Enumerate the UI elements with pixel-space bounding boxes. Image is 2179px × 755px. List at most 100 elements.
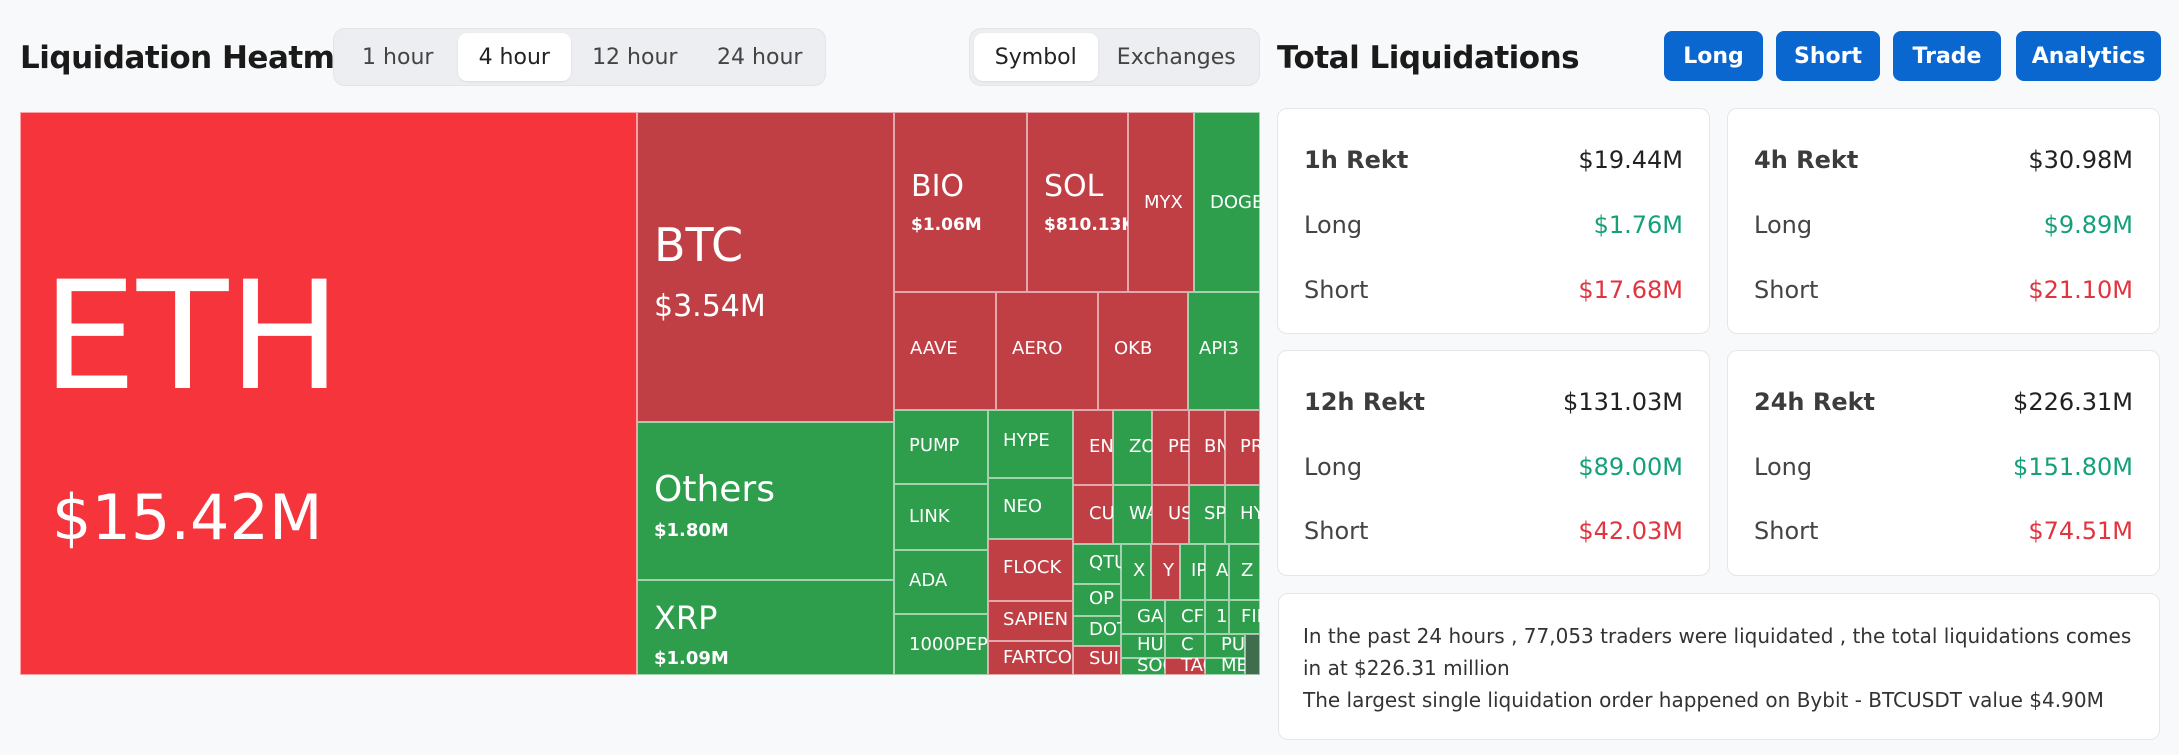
heatmap-tile-ada[interactable]: ADA <box>894 550 988 614</box>
tile-symbol: WAL <box>1129 503 1152 524</box>
heatmap-title: Liquidation Heatmap <box>20 40 377 76</box>
tile-symbol: BTC <box>654 218 744 272</box>
tab-24-hour[interactable]: 24 hour <box>717 44 803 70</box>
heatmap-tile-sui[interactable]: SUI <box>1073 646 1121 675</box>
heatmap-tile-pengu[interactable]: PENGU <box>1152 410 1189 485</box>
heatmap-tile-dot[interactable]: DOT <box>1073 616 1121 646</box>
card-label: 1h Rekt <box>1304 146 1409 174</box>
tile-symbol: Z <box>1241 560 1254 581</box>
tile-symbol: QTUM <box>1089 552 1121 573</box>
heatmap-tile-op[interactable]: OP <box>1073 584 1121 616</box>
tile-symbol: Y <box>1163 560 1174 581</box>
heatmap-tile-aero[interactable]: AERO <box>996 292 1098 410</box>
long-value: $1.76M <box>1593 211 1683 239</box>
long-label: Long <box>1304 453 1363 481</box>
tab-exchanges[interactable]: Exchanges <box>1116 44 1236 70</box>
heatmap-tile[interactable] <box>1245 634 1260 675</box>
heatmap-tile-huma[interactable]: HUMA <box>1121 634 1165 658</box>
heatmap-tile-1000pepe[interactable]: 1000PEPE <box>894 614 988 675</box>
heatmap-tile-xrp[interactable]: XRP $1.09M <box>637 580 894 675</box>
heatmap-tile-hype[interactable]: HYPE <box>988 410 1073 478</box>
heatmap-tile-puffer[interactable]: PUFFER <box>1205 634 1245 658</box>
heatmap-tile-z[interactable]: Z <box>1229 544 1260 600</box>
long-label: Long <box>1304 211 1363 239</box>
heatmap-tile-eth[interactable]: ETH $15.42M <box>20 112 637 675</box>
tile-symbol: TAO <box>1181 658 1205 675</box>
analytics-button[interactable]: Analytics <box>2016 31 2161 81</box>
rekt-card-12h: 12h Rekt $131.03M Long $89.00M Short $42.03… <box>1277 350 1710 576</box>
long-button[interactable]: Long <box>1664 31 1763 81</box>
heatmap-tile-sapien[interactable]: SAPIEN <box>988 601 1073 641</box>
tile-symbol: FIL <box>1241 606 1260 627</box>
short-value: $74.51M <box>2028 517 2133 545</box>
heatmap-tile-c[interactable]: C <box>1165 634 1205 658</box>
tile-symbol: PUFFER <box>1221 634 1245 655</box>
card-label: 12h Rekt <box>1304 388 1426 416</box>
heatmap-tile-bnb[interactable]: BNB <box>1189 410 1225 485</box>
tab-12-hour[interactable]: 12 hour <box>592 44 678 70</box>
card-total: $131.03M <box>1563 388 1683 416</box>
heatmap-tile-doge[interactable]: DOGE <box>1194 112 1260 292</box>
heatmap-tile-1inch[interactable]: 1INCH <box>1205 600 1229 634</box>
long-value: $9.89M <box>2043 211 2133 239</box>
heatmap-tile-sol[interactable]: SOL $810.13K <box>1027 112 1128 292</box>
heatmap-tile-fartcoin[interactable]: FARTCOIN <box>988 641 1073 675</box>
tile-symbol: A <box>1216 560 1229 581</box>
tile-symbol: CUDIS <box>1089 503 1113 524</box>
heatmap-tile-flock[interactable]: FLOCK <box>988 539 1073 601</box>
heatmap-tile-link[interactable]: LINK <box>894 484 988 550</box>
heatmap-tile-zora[interactable]: ZORA <box>1113 410 1152 485</box>
tile-symbol: C <box>1181 634 1194 655</box>
heatmap-tile-pump[interactable]: PUMP <box>894 410 988 484</box>
heatmap-tile-a[interactable]: A <box>1205 544 1229 600</box>
heatmap-tile-api3[interactable]: API3 <box>1188 292 1260 410</box>
tile-symbol: API3 <box>1199 338 1239 359</box>
heatmap-tile-okb[interactable]: OKB <box>1098 292 1188 410</box>
heatmap-tile-cfx[interactable]: CFX <box>1165 600 1205 634</box>
tile-symbol: OKB <box>1114 338 1153 359</box>
group-by-tabs: Symbol Exchanges <box>969 28 1260 86</box>
heatmap-tile-x[interactable]: X <box>1121 544 1151 600</box>
tile-symbol: AAVE <box>910 338 958 359</box>
heatmap-tile-hyper[interactable]: HYPER <box>1225 485 1260 544</box>
heatmap-tile-spk[interactable]: SPK <box>1189 485 1225 544</box>
tile-symbol: FLOCK <box>1003 557 1062 578</box>
heatmap-tile-soon[interactable]: SOON <box>1121 658 1165 675</box>
trade-button[interactable]: Trade <box>1893 31 2001 81</box>
rekt-card-24h: 24h Rekt $226.31M Long $151.80M Short $74.5… <box>1727 350 2160 576</box>
tab-1-hour[interactable]: 1 hour <box>362 44 434 70</box>
heatmap-tile-wal[interactable]: WAL <box>1113 485 1152 544</box>
short-button[interactable]: Short <box>1776 31 1880 81</box>
tab-4-hour[interactable]: 4 hour <box>457 33 572 81</box>
summary-line-1: In the past 24 hours , 77,053 traders we… <box>1303 624 2132 680</box>
heatmap-tile-others[interactable]: Others $1.80M <box>637 422 894 580</box>
tile-symbol: 1000PEPE <box>909 634 988 655</box>
card-label: 4h Rekt <box>1754 146 1859 174</box>
heatmap-tile-neo[interactable]: NEO <box>988 478 1073 539</box>
heatmap-tile-cudis[interactable]: CUDIS <box>1073 485 1113 544</box>
tile-symbol: SOON <box>1137 658 1165 675</box>
heatmap-tile-ip[interactable]: IP <box>1180 544 1205 600</box>
tile-symbol: ZORA <box>1129 436 1152 457</box>
tile-symbol: USELESS <box>1168 503 1189 524</box>
heatmap-tile-prove[interactable]: PROVE <box>1225 410 1260 485</box>
tile-symbol: X <box>1133 560 1146 581</box>
short-label: Short <box>1754 517 1819 545</box>
heatmap-tile-me[interactable]: ME <box>1205 658 1245 675</box>
heatmap-tile-qtum[interactable]: QTUM <box>1073 544 1121 584</box>
heatmap-tile-bio[interactable]: BIO $1.06M <box>894 112 1027 292</box>
heatmap-tile-tao[interactable]: TAO <box>1165 658 1205 675</box>
tab-symbol[interactable]: Symbol <box>974 33 1098 81</box>
heatmap-tile-fil[interactable]: FIL <box>1229 600 1260 634</box>
heatmap-tile-useless[interactable]: USELESS <box>1152 485 1189 544</box>
short-value: $21.10M <box>2028 276 2133 304</box>
heatmap-tile-myx[interactable]: MYX <box>1128 112 1194 292</box>
tile-symbol: ETH <box>42 250 342 424</box>
tile-symbol: PENGU <box>1168 436 1189 457</box>
heatmap-tile-btc[interactable]: BTC $3.54M <box>637 112 894 422</box>
heatmap-tile-aave[interactable]: AAVE <box>894 292 996 410</box>
long-label: Long <box>1754 453 1813 481</box>
heatmap-tile-ena[interactable]: ENA <box>1073 410 1113 485</box>
heatmap-tile-gala[interactable]: GALA <box>1121 600 1165 634</box>
heatmap-tile-y[interactable]: Y <box>1151 544 1180 600</box>
